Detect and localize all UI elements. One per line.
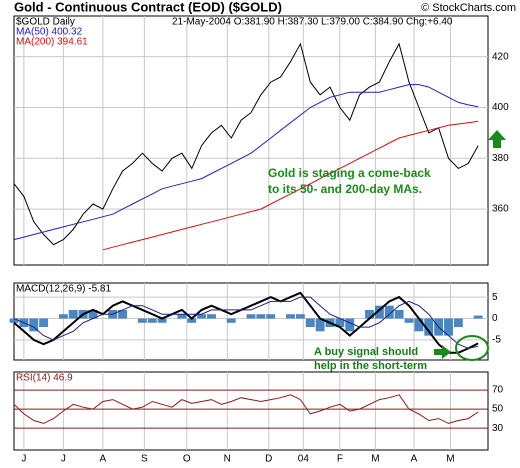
y-tick-label: 30 <box>492 423 504 434</box>
x-tick-label: N <box>224 454 231 465</box>
subtitle: 21-May-2004 O:381.90 H:387.30 L:379.00 C… <box>172 17 453 28</box>
x-tick-label: 04 <box>298 454 310 465</box>
series-line <box>13 42 479 246</box>
histogram-bar <box>335 318 345 328</box>
series-line <box>102 120 479 251</box>
y-tick-label: -5 <box>492 335 501 346</box>
legend-entry: MA(200) 394.61 <box>16 37 88 48</box>
y-tick-label: 50 <box>492 404 504 415</box>
legend-entry: MACD(12,26,9) -5.81 <box>16 284 111 295</box>
histogram-bar <box>29 318 39 332</box>
histogram-bar <box>118 309 128 319</box>
histogram-bar <box>414 318 424 332</box>
histogram-bar <box>137 318 147 323</box>
annotation: Gold is staging a come-back <box>268 166 431 180</box>
histogram-bar <box>177 314 187 319</box>
y-tick-label: 360 <box>492 204 509 215</box>
rsi-panel <box>13 371 489 451</box>
y-tick-label: 70 <box>492 385 504 396</box>
x-tick-label: O <box>183 454 191 465</box>
histogram-bar <box>345 318 355 332</box>
x-tick-label: J <box>21 454 26 465</box>
histogram-bar <box>444 318 453 336</box>
histogram-bar <box>394 309 404 319</box>
x-tick-label: M <box>371 454 379 465</box>
x-tick-label: A <box>100 454 107 465</box>
histogram-bar <box>157 318 167 323</box>
histogram-bar <box>286 314 295 319</box>
histogram-bar <box>305 318 315 328</box>
highlight-circle <box>455 335 489 361</box>
series-line <box>13 394 479 424</box>
annotation: A buy signal should <box>314 346 418 358</box>
y-tick-label: 420 <box>492 51 509 62</box>
series-line <box>13 84 479 241</box>
chart-title: Gold - Continuous Contract (EOD) ($GOLD) <box>14 0 282 14</box>
annotation: to its 50- and 200-day MAs. <box>268 182 422 196</box>
histogram-bar <box>473 315 483 319</box>
histogram-bar <box>58 314 68 319</box>
histogram-bar <box>9 318 19 323</box>
histogram-bar <box>197 314 207 319</box>
series-line <box>13 291 479 354</box>
histogram-bar <box>246 314 256 319</box>
x-tick-label: F <box>337 454 343 465</box>
histogram-bar <box>295 314 305 319</box>
histogram-bar <box>365 309 374 319</box>
histogram-bar <box>88 309 98 319</box>
x-tick-label: M <box>446 454 454 465</box>
annotation: help in the short-term <box>314 360 427 372</box>
price-panel <box>13 15 489 266</box>
histogram-bar <box>39 318 49 328</box>
histogram-bar <box>404 318 414 323</box>
legend-entry: MA(50) 400.32 <box>16 27 83 38</box>
histogram-bar <box>187 318 197 323</box>
histogram-bar <box>68 309 78 319</box>
series-line <box>13 296 479 349</box>
source: © StockCharts.com <box>421 2 516 14</box>
x-tick-label: S <box>141 454 148 465</box>
histogram-bar <box>226 318 236 323</box>
up-arrow <box>488 130 506 148</box>
y-tick-label: 400 <box>492 102 509 113</box>
y-tick-label: 5 <box>492 292 498 303</box>
histogram-bar <box>207 314 216 319</box>
right-arrow <box>434 345 451 359</box>
histogram-bar <box>147 318 157 323</box>
x-tick-label: A <box>411 454 418 465</box>
y-tick-label: 0 <box>492 313 498 324</box>
legend-entry: $GOLD Daily <box>16 17 75 28</box>
histogram-bar <box>266 314 276 319</box>
x-tick-label: J <box>61 454 66 465</box>
y-tick-label: 380 <box>492 153 509 164</box>
legend-entry: RSI(14) 46.9 <box>16 373 73 384</box>
histogram-bar <box>384 305 394 319</box>
histogram-bar <box>374 305 384 319</box>
histogram-bar <box>424 318 434 336</box>
histogram-bar <box>315 318 325 332</box>
histogram-bar <box>256 314 266 319</box>
histogram-bar <box>453 318 463 328</box>
x-tick-label: D <box>265 454 272 465</box>
